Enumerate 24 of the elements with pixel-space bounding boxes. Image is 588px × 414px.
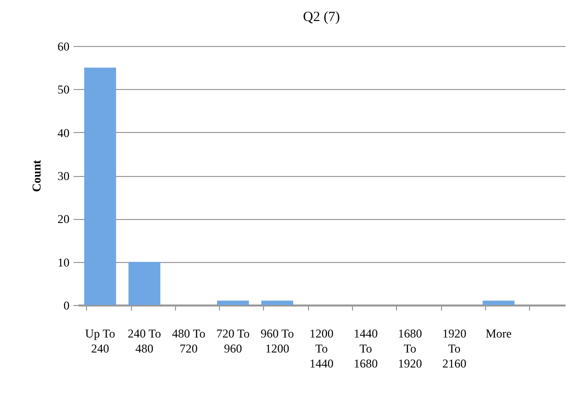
x-tick-label: 240 To 480 — [128, 326, 162, 356]
bar — [128, 262, 160, 305]
x-tick-label: 480 To 720 — [172, 326, 206, 356]
y-tick-label: 20 — [58, 212, 70, 226]
bar — [217, 300, 249, 305]
y-tick-label: 60 — [58, 40, 70, 54]
x-tick-label: 1680 To 1920 — [398, 326, 422, 370]
bar — [84, 68, 116, 305]
y-tick-label: 40 — [58, 126, 70, 140]
y-tick-label: 30 — [58, 169, 70, 183]
y-tick-label: 0 — [64, 298, 70, 312]
y-axis-title: Count — [30, 160, 44, 192]
x-tick-label: 1920 To 2160 — [442, 326, 466, 370]
x-tick-label: Up To 240 — [85, 326, 116, 356]
x-tick-label: 1200 To 1440 — [310, 326, 334, 370]
y-tick-label: 50 — [58, 82, 70, 97]
x-tick-label: 1440 To 1680 — [354, 326, 378, 370]
chart-title: Q2 (7) — [303, 10, 340, 25]
bar — [482, 300, 515, 305]
x-tick-label: More — [486, 326, 512, 340]
y-tick-label: 10 — [58, 255, 70, 270]
x-tick-label: 720 To 960 — [216, 326, 250, 356]
bar — [261, 300, 294, 305]
x-tick-label: 960 To 1200 — [260, 326, 294, 356]
